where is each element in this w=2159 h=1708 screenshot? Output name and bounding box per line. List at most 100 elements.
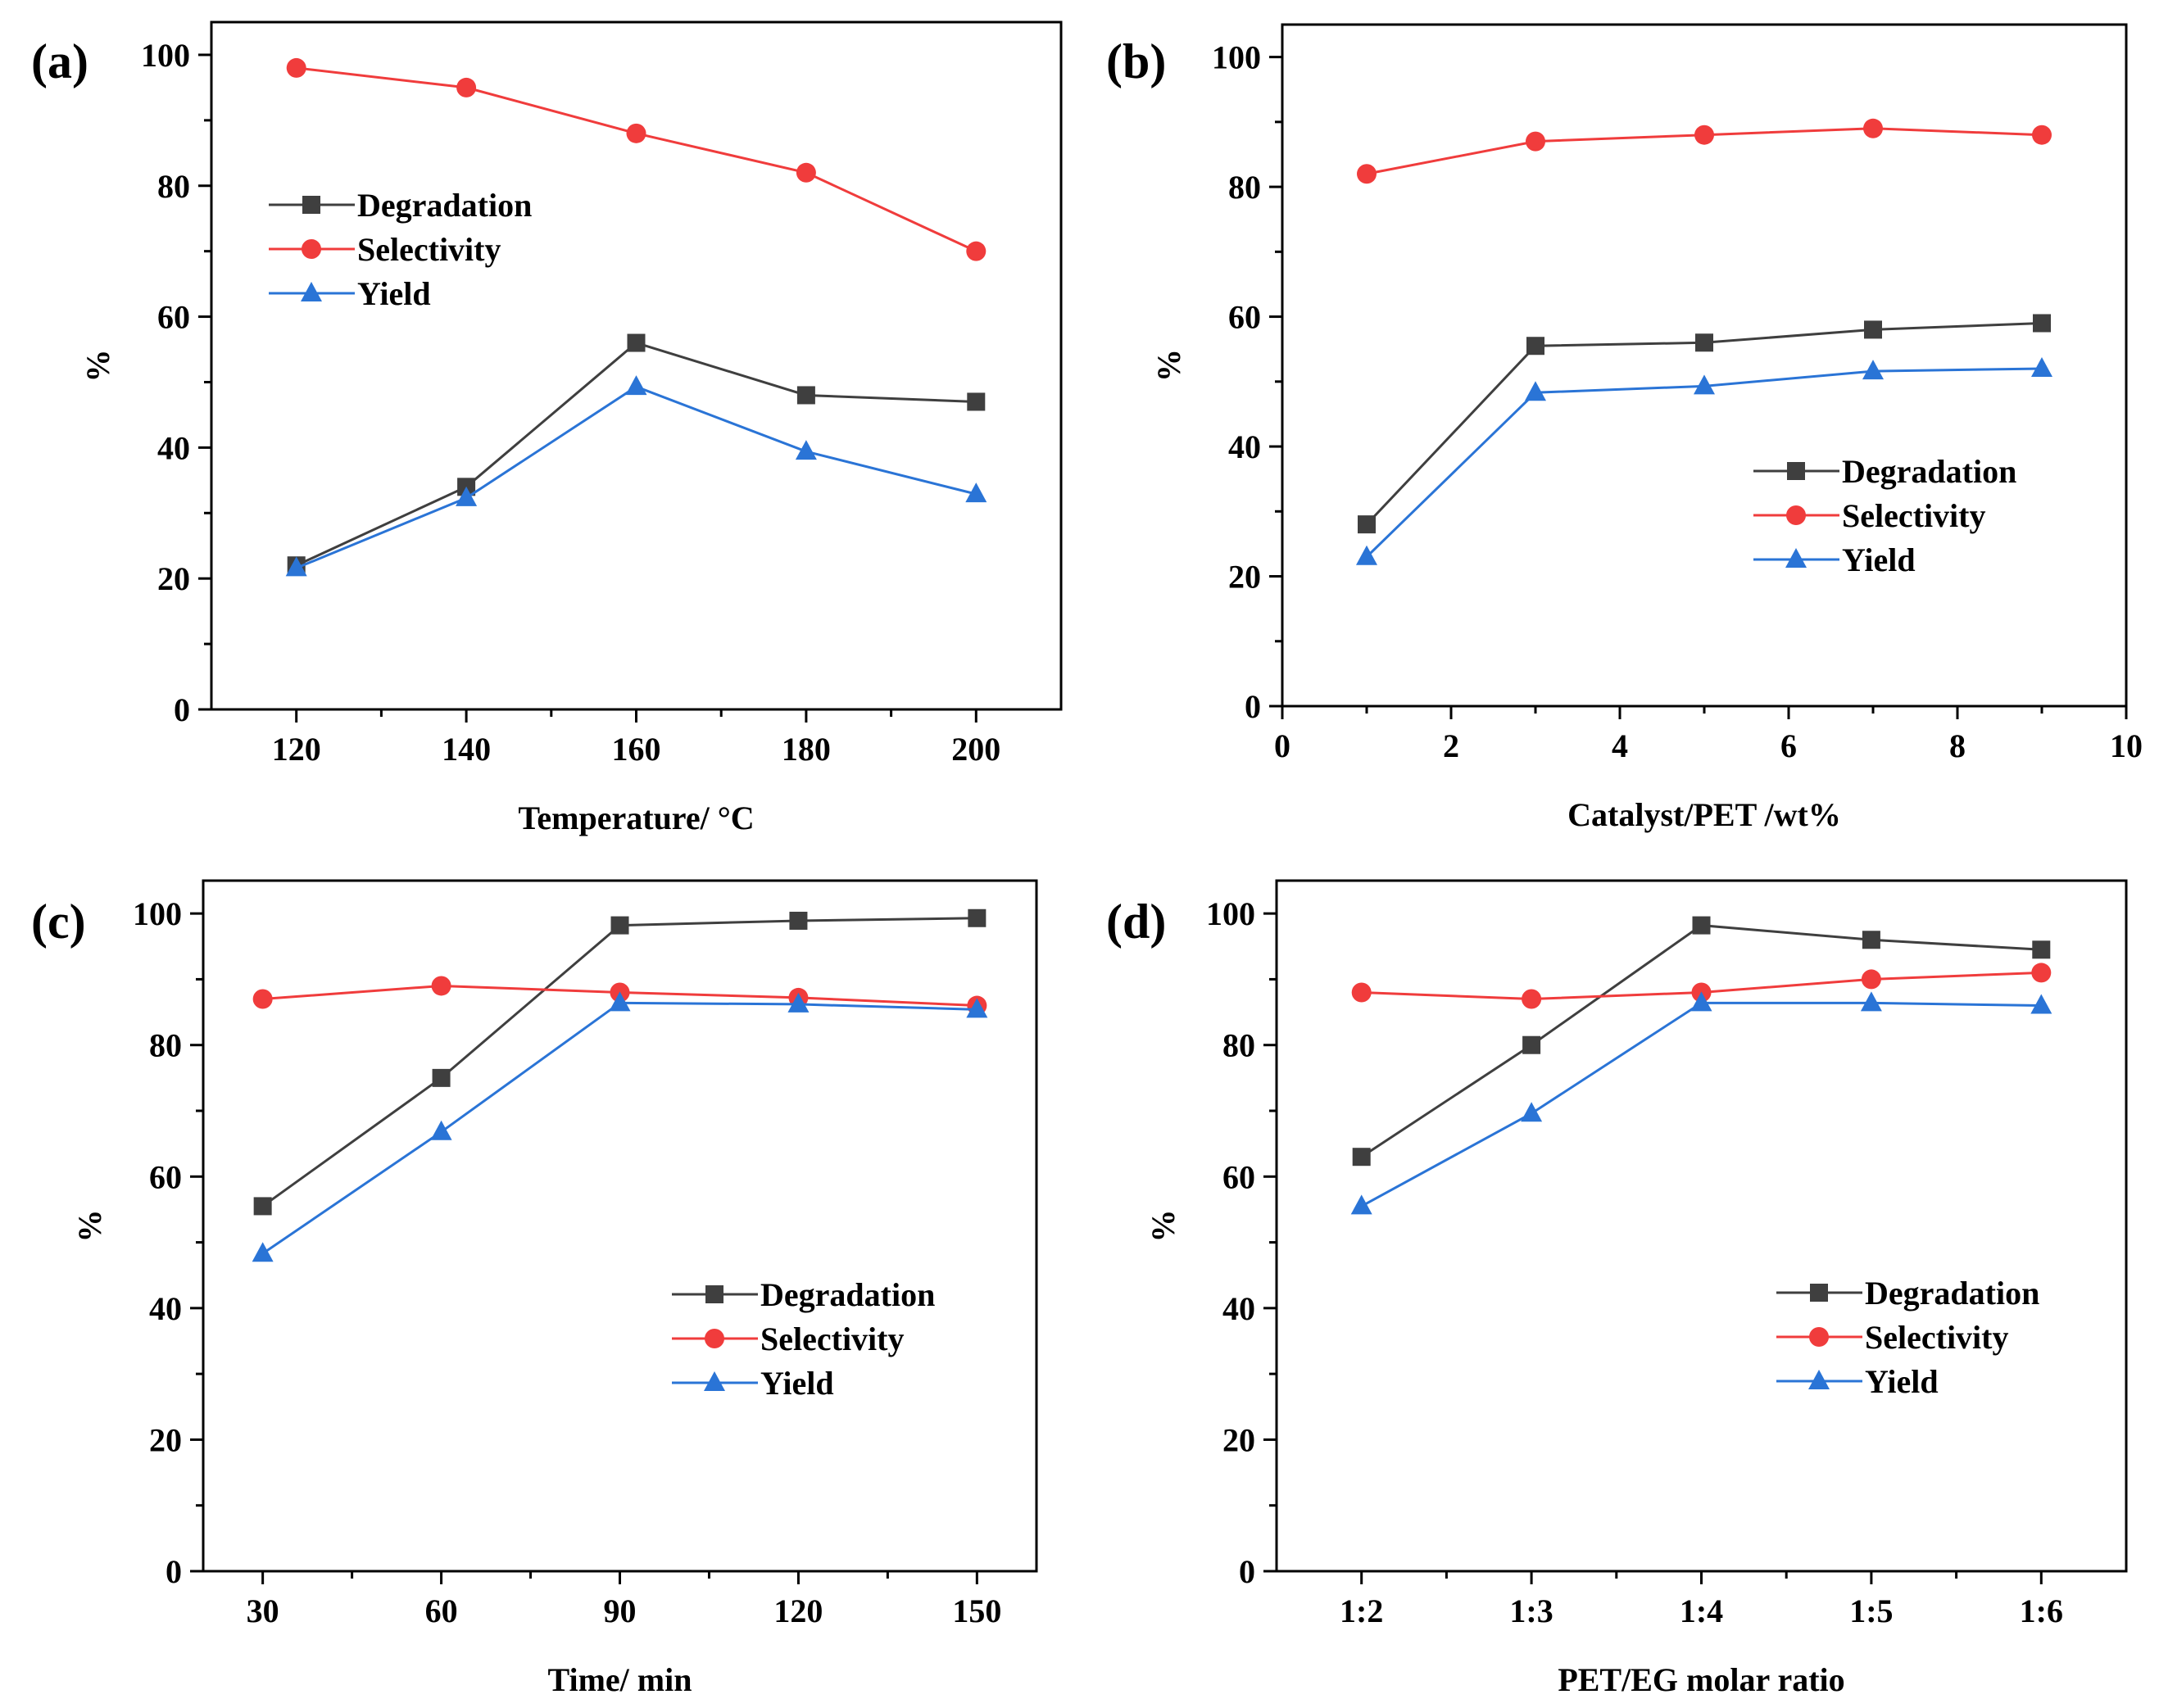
chart-2-selectivity-point: [1694, 125, 1714, 145]
chart-4-yield-point: [1860, 991, 1882, 1012]
chart-4-legend-yield-marker: [1808, 1370, 1830, 1389]
chart-3-legend-yield-marker: [704, 1371, 725, 1391]
chart-2-ytick-label: 20: [1228, 559, 1261, 596]
chart-3-xtick-label: 60: [425, 1592, 458, 1629]
chart-4-ytick-label: 80: [1222, 1027, 1255, 1064]
chart-3-ytick-label: 80: [149, 1027, 182, 1064]
chart-4-degradation-point: [2032, 940, 2051, 959]
chart-4-ytick-label: 40: [1222, 1290, 1255, 1327]
chart-4: (d) 0 20 40 60 80 100 1:2 1:3 1:4 1:5 1:6 PET/EG mol…: [1106, 879, 2128, 1698]
chart-4-yield-point: [2030, 994, 2052, 1014]
chart-4-yield-point: [1521, 1102, 1543, 1122]
chart-4-degradation-point: [1862, 931, 1880, 949]
chart-1-legend-yield-label: Yield: [357, 275, 431, 312]
chart-2-xtick-label: 0: [1274, 727, 1290, 764]
chart-1-legend-degradation-label: Degradation: [357, 187, 532, 224]
chart-1-xtick-label: 120: [272, 731, 321, 768]
chart-3-legend-yield-label: Yield: [760, 1365, 834, 1402]
chart-1-legend: Degradation Selectivity Yield: [269, 187, 532, 312]
chart-1-ytick-label: 60: [157, 299, 190, 336]
chart-3-selectivity-point: [252, 989, 273, 1009]
chart-1-yield-point: [965, 482, 987, 503]
chart-3-panel-label: (c): [31, 895, 86, 949]
chart-1-panel-label: (a): [31, 34, 88, 88]
chart-2-xtick-label: 8: [1949, 727, 1966, 764]
chart-1-ylabel: %: [79, 350, 116, 383]
chart-4-ytick-label: 20: [1222, 1421, 1255, 1458]
chart-2-degradation-point: [2033, 314, 2051, 333]
chart-3-degradation-point: [610, 916, 629, 935]
chart-3-degradation-point: [253, 1197, 272, 1216]
chart-4-degradation-line: [1360, 924, 2042, 1158]
chart-1-selectivity-point: [626, 123, 646, 143]
chart-2-degradation-point: [1526, 337, 1544, 356]
chart-3: (c) 0 20 40 60 80 100 30 60 90 120 150 Time/ min% Deg…: [31, 879, 1038, 1698]
chart-1-degradation-point: [796, 386, 815, 405]
chart-1-xtick-label: 180: [782, 731, 831, 768]
chart-3-xtick-label: 120: [773, 1592, 823, 1629]
chart-1-legend-yield-marker: [301, 282, 322, 301]
chart-4-yield-point: [1350, 1194, 1372, 1215]
chart-3-ytick-label: 0: [166, 1553, 182, 1590]
chart-1-ytick-label: 40: [157, 429, 190, 466]
chart-4-xtick-label: 1:4: [1680, 1592, 1723, 1629]
chart-2-xtick-label: 6: [1780, 727, 1797, 764]
chart-2-yield-point: [1862, 360, 1884, 380]
chart-4-ytick-label: 0: [1239, 1553, 1255, 1590]
chart-2: (b) 0 20 40 60 80 100 0 2 4 6 8 10 Catalyst/PET /wt%%…: [1106, 23, 2143, 833]
chart-4-degradation-point: [1692, 916, 1711, 935]
chart-4-selectivity-point: [2031, 963, 2052, 983]
chart-2-legend-selectivity-label: Selectivity: [1842, 497, 1986, 534]
chart-3-legend-selectivity-label: Selectivity: [760, 1321, 905, 1357]
chart-4-legend-yield-label: Yield: [1865, 1363, 1939, 1400]
chart-1-ytick-label: 0: [174, 691, 190, 728]
chart-1-legend-degradation-marker: [302, 196, 320, 214]
chart-2-panel-label: (b): [1106, 34, 1166, 88]
chart-1-ytick-label: 80: [157, 168, 190, 205]
chart-4-degradation-point: [1352, 1148, 1371, 1167]
chart-1-xtick-label: 200: [951, 731, 1000, 768]
chart-4-legend-degradation-marker: [1810, 1284, 1828, 1302]
chart-3-xtick-label: 30: [247, 1592, 279, 1629]
chart-2-ytick-label: 60: [1228, 299, 1261, 336]
chart-4-selectivity-point: [1351, 982, 1372, 1003]
chart-2-degradation-line: [1365, 321, 2043, 526]
chart-4-ytick-label: 100: [1206, 895, 1255, 932]
chart-4-legend-degradation-label: Degradation: [1865, 1275, 2039, 1312]
chart-2-selectivity-point: [1357, 164, 1377, 184]
chart-2-xtick-label: 2: [1443, 727, 1459, 764]
chart-1: (a) 0 20 40 60 80 100 120 140 160 180 200 Temperatur…: [31, 20, 1063, 836]
chart-3-yield-point: [430, 1120, 452, 1140]
chart-4-xtick-label: 1:6: [2020, 1592, 2063, 1629]
chart-2-degradation-point: [1358, 515, 1376, 534]
chart-1-yield-line: [296, 385, 977, 569]
chart-2-legend-degradation-marker: [1787, 462, 1805, 480]
chart-3-yield-point: [787, 992, 810, 1013]
chart-4-yield-line: [1360, 1001, 2042, 1207]
chart-2-legend-selectivity-marker: [1786, 505, 1806, 525]
chart-2-ytick-label: 100: [1212, 39, 1261, 76]
chart-4-ytick-label: 60: [1222, 1158, 1255, 1195]
chart-3-legend-degradation-marker: [705, 1285, 723, 1303]
chart-1-legend-selectivity-marker: [302, 239, 321, 259]
chart-2-legend-degradation-label: Degradation: [1842, 453, 2016, 490]
chart-1-degradation-point: [967, 392, 986, 411]
chart-3-degradation-point: [968, 908, 987, 927]
chart-3-legend-degradation-label: Degradation: [760, 1276, 935, 1313]
chart-1-xtick-label: 160: [612, 731, 661, 768]
chart-1-selectivity-point: [456, 77, 477, 97]
chart-2-legend: Degradation Selectivity Yield: [1753, 453, 2016, 578]
chart-3-ytick-label: 100: [133, 895, 182, 932]
chart-1-selectivity-point: [966, 241, 987, 261]
chart-3-degradation-line: [261, 917, 977, 1207]
chart-1-yield-point: [795, 440, 817, 460]
chart-2-legend-yield-label: Yield: [1842, 541, 1916, 578]
chart-4-legend-selectivity-marker: [1809, 1327, 1829, 1347]
chart-3-ytick-label: 60: [149, 1158, 182, 1195]
chart-4-xtick-label: 1:2: [1340, 1592, 1383, 1629]
chart-2-xtick-label: 4: [1612, 727, 1628, 764]
chart-2-ytick-label: 80: [1228, 169, 1261, 206]
chart-1-xtick-label: 140: [442, 731, 491, 768]
chart-1-yield-point: [456, 486, 478, 506]
